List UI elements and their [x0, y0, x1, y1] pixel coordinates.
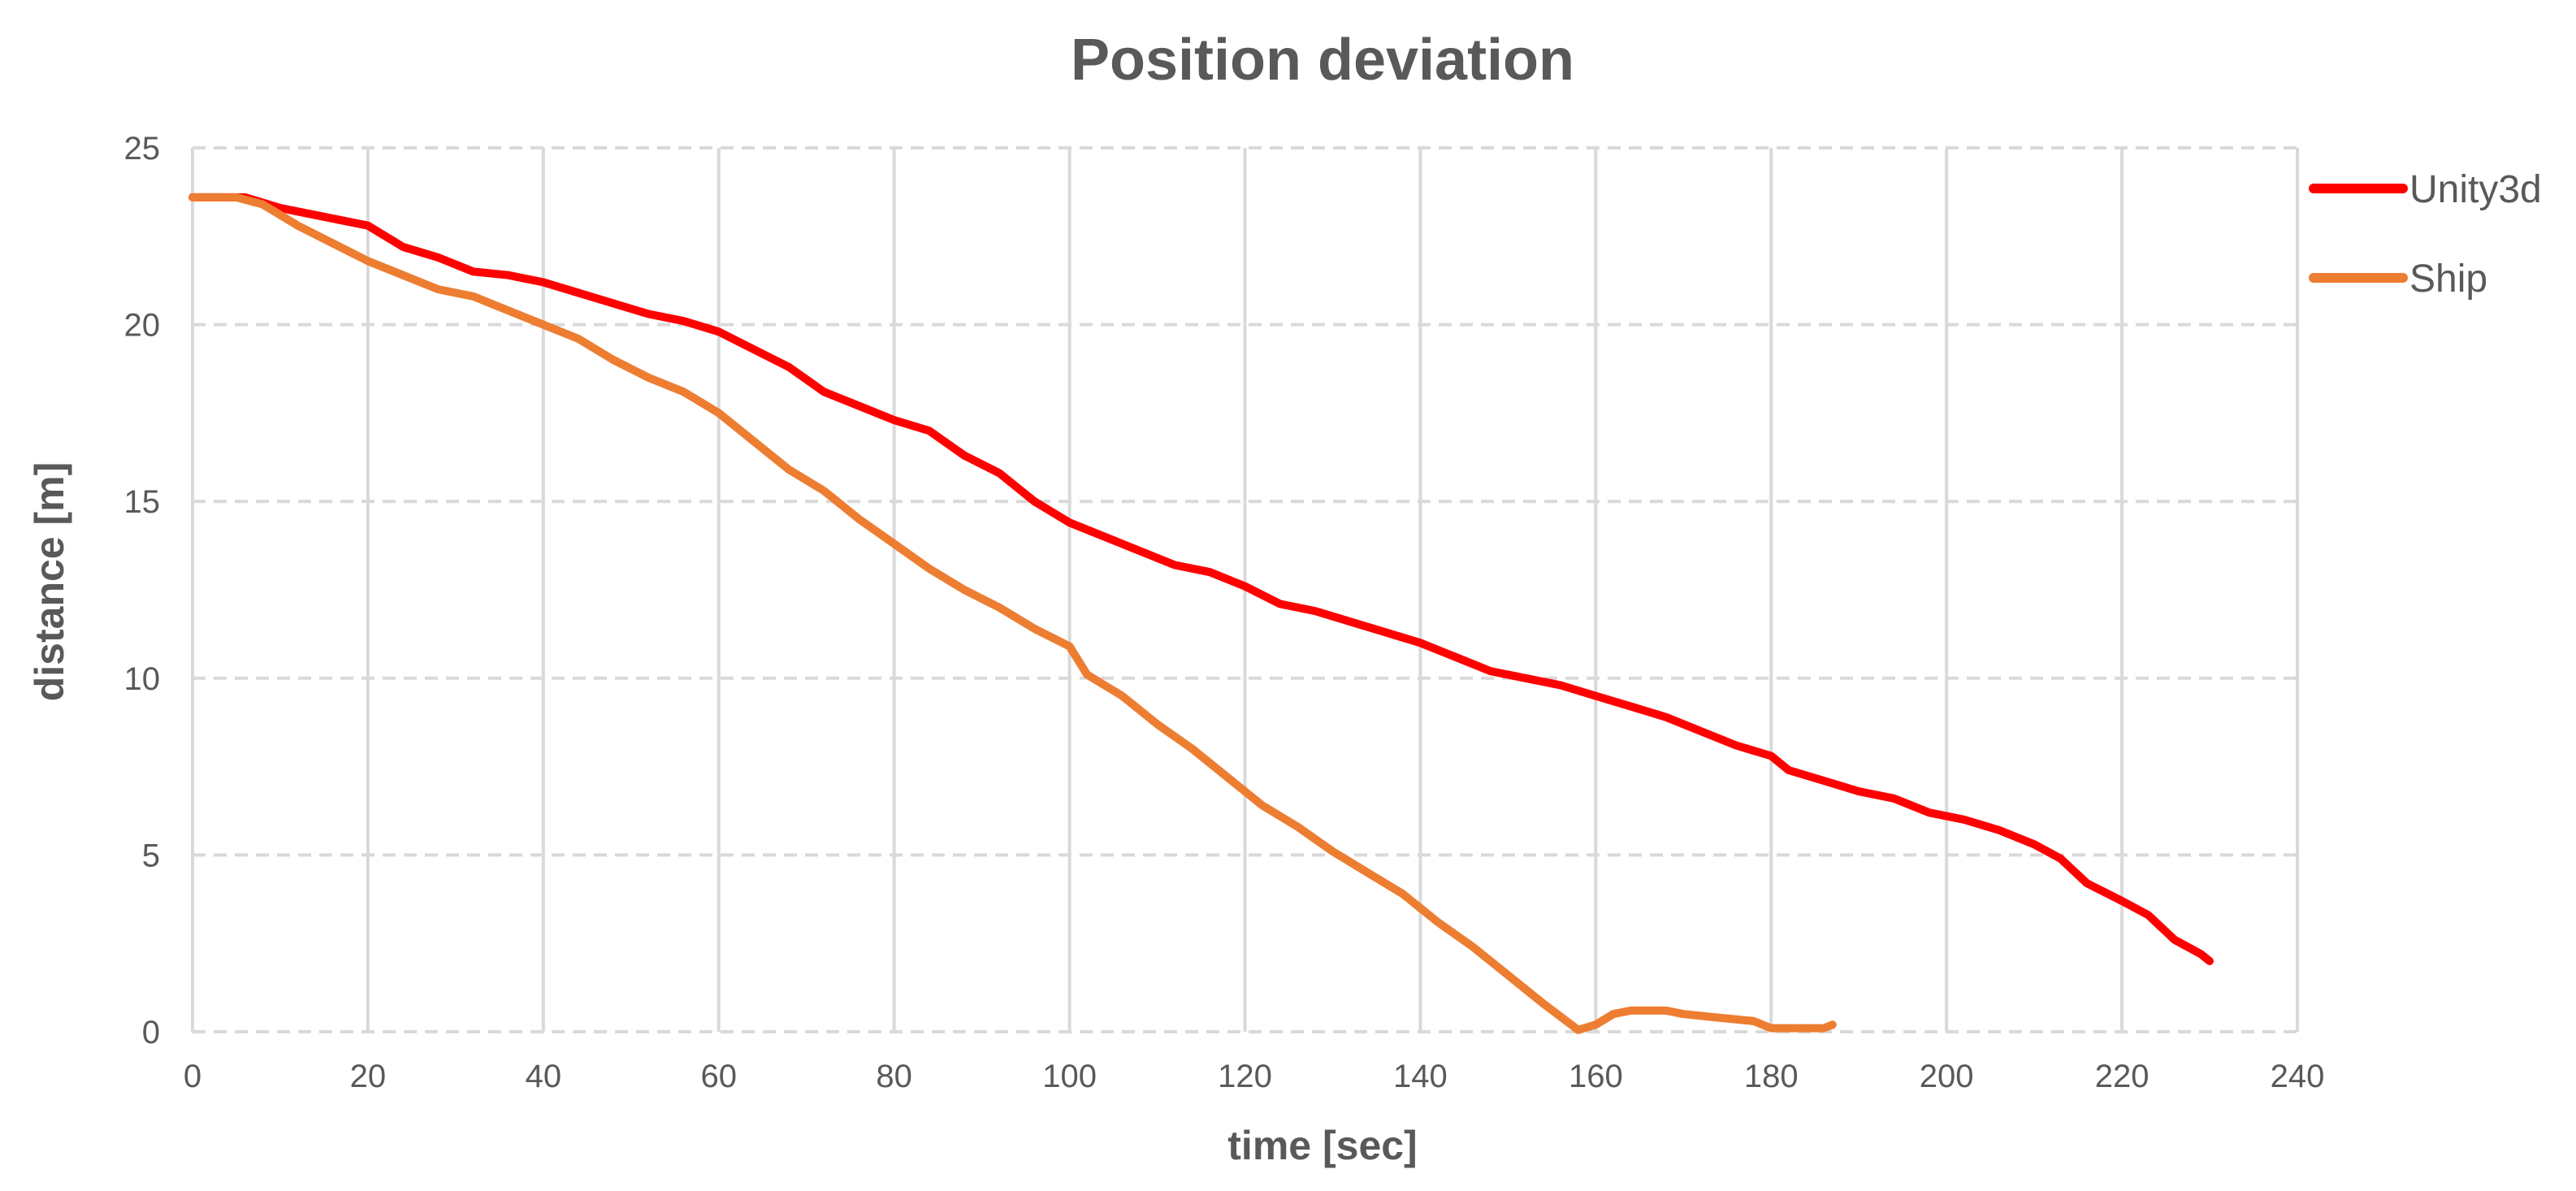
y-tick-label-3: 15	[124, 484, 161, 520]
x-tick-label-5: 100	[1042, 1059, 1097, 1094]
x-tick-label-4: 80	[876, 1059, 912, 1094]
x-tick-label-11: 220	[2095, 1059, 2150, 1094]
series-lines	[188, 193, 2214, 1034]
legend: Unity3d Ship	[2309, 168, 2542, 301]
y-tick-label-4: 20	[124, 308, 161, 344]
legend-label-ship: Ship	[2409, 258, 2487, 301]
y-axis-title: distance [m]	[27, 462, 72, 702]
x-tick-label-12: 240	[2271, 1059, 2325, 1094]
y-tick-label-5: 25	[124, 131, 161, 167]
chart-title: Position deviation	[1071, 28, 1574, 93]
series-line-unity3d	[188, 193, 2214, 965]
x-tick-label-3: 60	[701, 1059, 738, 1094]
x-tick-label-7: 140	[1393, 1059, 1448, 1094]
gridlines	[191, 146, 2299, 1033]
x-axis-title: time [sec]	[1227, 1123, 1417, 1168]
x-tick-label-1: 20	[350, 1059, 387, 1094]
x-tick-label-0: 0	[184, 1059, 201, 1094]
x-tick-label-6: 120	[1218, 1059, 1272, 1094]
y-tick-label-1: 5	[142, 838, 160, 873]
y-axis-ticks: 0 5 10 15 20 25	[124, 131, 161, 1050]
x-tick-label-8: 160	[1569, 1059, 1623, 1094]
x-tick-label-2: 40	[526, 1059, 562, 1094]
series-line-ship	[188, 193, 1837, 1034]
x-axis-ticks: 0 20 40 60 80 100 120 140 160 180 200 220 240	[184, 1059, 2325, 1094]
y-tick-label-2: 10	[124, 661, 161, 697]
x-tick-label-9: 180	[1744, 1059, 1799, 1094]
x-tick-label-10: 200	[1920, 1059, 1974, 1094]
legend-label-unity3d: Unity3d	[2409, 168, 2542, 211]
y-tick-label-0: 0	[142, 1015, 160, 1050]
